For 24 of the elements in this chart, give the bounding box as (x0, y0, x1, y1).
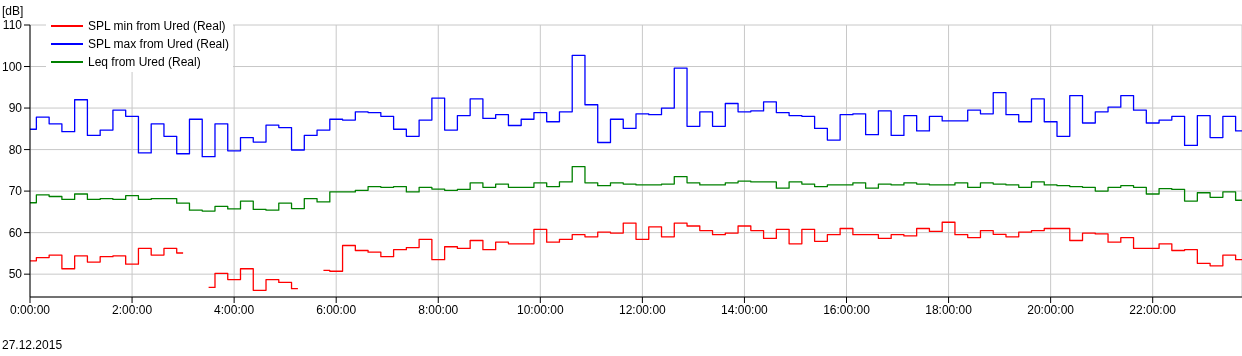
legend-label: Leq from Ured (Real) (88, 55, 201, 69)
x-tick-label: 6:00:00 (316, 302, 357, 317)
x-tick-label: 14:00:00 (721, 302, 769, 317)
x-tick-label: 16:00:00 (823, 302, 871, 317)
x-tick-label: 0:00:00 (9, 302, 51, 317)
legend-label: SPL max from Ured (Real) (88, 37, 229, 51)
y-tick-label: 100 (1, 59, 23, 74)
y-tick-label: 50 (8, 267, 23, 282)
y-tick-label: 90 (8, 101, 23, 116)
y-tick-label: 80 (8, 142, 23, 157)
x-tick-label: 12:00:00 (619, 302, 667, 317)
x-tick-label: 2:00:00 (112, 302, 153, 317)
x-tick-label: 4:00:00 (214, 302, 255, 317)
x-tick-label: 18:00:00 (925, 302, 973, 317)
x-tick-label: 8:00:00 (418, 302, 459, 317)
y-tick-label: 110 (2, 18, 23, 33)
x-tick-label: 20:00:00 (1027, 302, 1075, 317)
y-tick-label: 60 (8, 225, 23, 240)
text: 27.12.2015 (2, 338, 63, 352)
x-tick-label: 10:00:00 (516, 302, 564, 317)
y-axis-title: [dB] (2, 4, 24, 18)
y-tick-label: 70 (8, 184, 23, 199)
x-tick-label: 22:00:00 (1129, 302, 1177, 317)
legend-label: SPL min from Ured (Real) (88, 19, 226, 33)
